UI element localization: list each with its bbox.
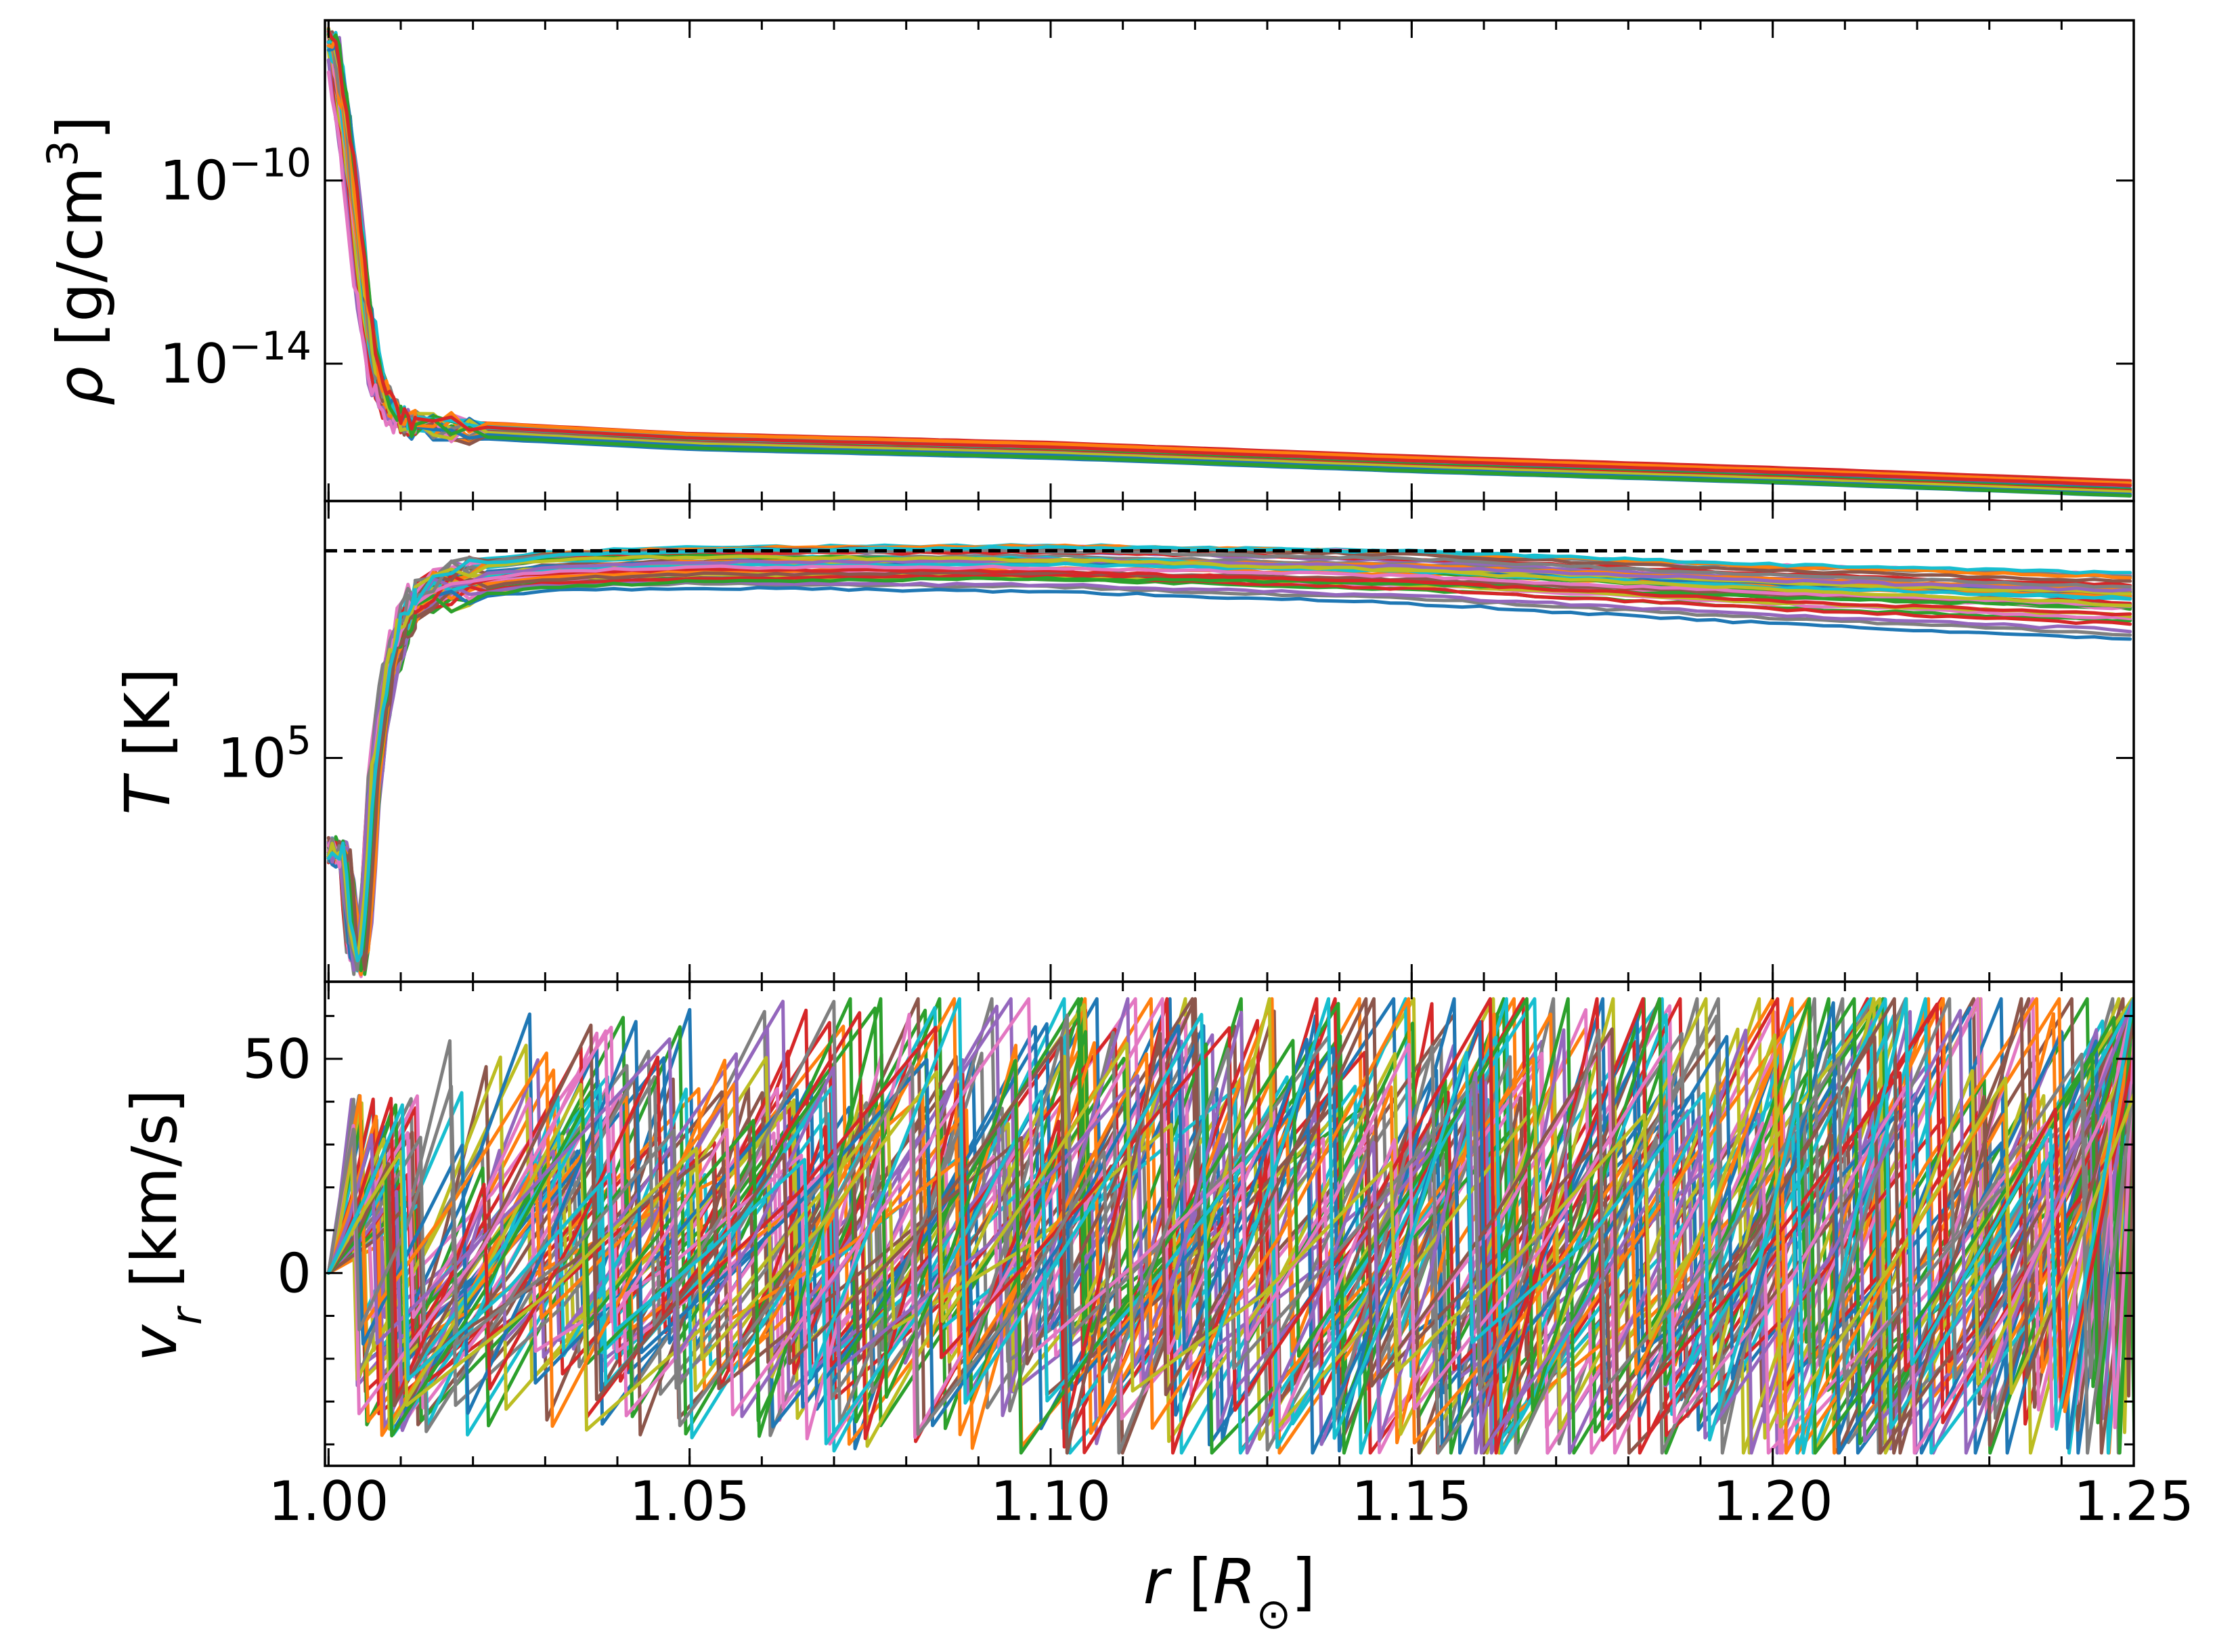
radial-velocity-series-34 (326, 999, 2134, 1455)
x-tick-label: 1.05 (630, 1470, 750, 1533)
density-series-6 (326, 43, 2132, 485)
temperature-series-12 (326, 572, 2132, 976)
temperature-y-axis-label: T [K] (112, 668, 184, 815)
density-ticks: 10−10 10−14 (160, 20, 2135, 501)
temperature-series-22 (326, 553, 2132, 961)
y-tick-label: 10−10 (160, 140, 311, 213)
density-series-22 (326, 32, 2132, 498)
temperature-panel: 105 T [K] (112, 500, 2135, 983)
temperature-series-39 (326, 544, 2132, 963)
density-series-15 (326, 30, 2132, 495)
x-tick-label: 1.00 (268, 1470, 389, 1533)
density-panel: 10−10 10−14 ρ [g/cm3] (38, 19, 2135, 502)
temperature-series-3 (326, 571, 2132, 971)
density-series-3 (326, 33, 2132, 483)
temperature-series-17 (326, 581, 2132, 974)
y-tick-label: 50 (242, 1028, 311, 1091)
radial-velocity-series-15 (326, 997, 2134, 1432)
radial-velocity-series-33 (326, 1019, 2134, 1437)
density-y-axis-label: ρ [g/cm3] (38, 116, 117, 406)
density-series-18 (326, 34, 2132, 494)
radial-velocity-series-55 (326, 997, 2134, 1455)
temperature-series-group (325, 543, 2134, 978)
velocity-frame (324, 980, 2135, 1467)
density-series-17 (326, 30, 2132, 494)
temperature-series-8 (326, 573, 2132, 969)
density-series-11 (326, 26, 2132, 493)
density-series-12 (326, 27, 2132, 492)
density-series-9 (326, 45, 2132, 485)
density-series-5 (326, 40, 2132, 494)
radial-velocity-series-52 (326, 997, 2134, 1455)
y-tick-label: 105 (217, 717, 311, 789)
x-tick-label: 1.25 (2074, 1470, 2194, 1533)
x-tick-labels: 1.00 1.05 1.10 1.15 1.20 1.25 (268, 1470, 2194, 1533)
temperature-series-23 (326, 573, 2132, 959)
velocity-series-group (326, 997, 2134, 1455)
density-series-8 (326, 48, 2132, 485)
velocity-y-axis-label: vr [km/s] (118, 1089, 211, 1362)
density-series-7 (326, 32, 2132, 487)
temperature-series-30 (326, 586, 2132, 965)
temperature-series-15 (326, 573, 2132, 975)
x-axis-label: r [R⊙] (1143, 1546, 1316, 1638)
radial-velocity-series-51 (326, 997, 2134, 1455)
radial-velocity-series-59 (326, 997, 2134, 1455)
temperature-series-18 (326, 572, 2132, 973)
temperature-series-38 (326, 555, 2132, 963)
density-series-23 (326, 29, 2132, 487)
temperature-series-36 (326, 564, 2132, 969)
density-series-21 (326, 33, 2132, 485)
velocity-ticks: 50 0 (242, 982, 2135, 1466)
x-tick-label: 1.20 (1713, 1470, 1833, 1533)
temperature-series-2 (326, 575, 2132, 958)
y-tick-label: 10−14 (160, 323, 311, 395)
temperature-series-16 (326, 571, 2132, 978)
x-tick-label: 1.15 (1351, 1470, 1472, 1533)
velocity-panel: 50 0 vr [km/s] (118, 980, 2135, 1467)
radial-velocity-series-58 (326, 1033, 2134, 1429)
temperature-series-6 (326, 569, 2132, 965)
density-series-19 (326, 30, 2132, 487)
density-series-4 (326, 33, 2132, 490)
x-tick-label: 1.10 (990, 1470, 1111, 1533)
density-series-10 (326, 30, 2132, 491)
temperature-series-7 (326, 553, 2132, 968)
density-series-13 (326, 59, 2132, 493)
radial-velocity-series-36 (326, 997, 2134, 1455)
density-series-1 (326, 28, 2132, 494)
temperature-series-24 (326, 580, 2132, 965)
density-series-2 (326, 29, 2132, 491)
temperature-series-25 (326, 570, 2132, 972)
temperature-series-32 (326, 575, 2132, 972)
radial-velocity-series-56 (326, 997, 2134, 1455)
y-tick-label: 0 (277, 1242, 311, 1305)
temperature-series-26 (326, 544, 2132, 963)
density-series-group (326, 26, 2132, 498)
